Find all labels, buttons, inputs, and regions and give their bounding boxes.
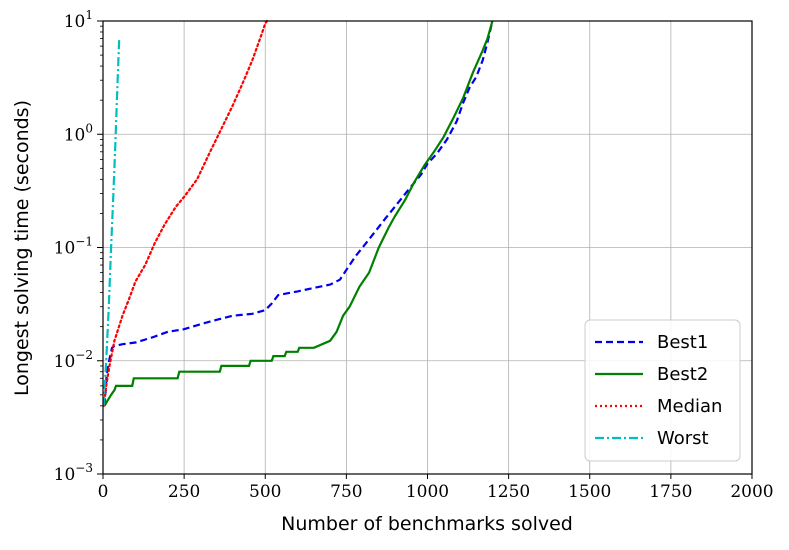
- y-ticks: 10−3 10−2 10−1 100 101: [54, 8, 103, 485]
- y-tick-label: 10−1: [54, 235, 93, 259]
- x-tick-label: 1750: [649, 482, 692, 502]
- x-ticks: 0 250 500 750 1000 1250 1500 1750 2000: [98, 474, 774, 502]
- series-line-best1: [103, 20, 494, 406]
- x-tick-label: 1000: [406, 482, 449, 502]
- series-line-best2: [103, 20, 494, 407]
- legend-label-worst: Worst: [657, 428, 709, 449]
- legend-label-median: Median: [657, 396, 722, 417]
- x-tick-label: 500: [249, 482, 281, 502]
- x-tick-label: 250: [168, 482, 200, 502]
- x-tick-label: 1500: [568, 482, 611, 502]
- y-tick-label: 10−2: [54, 348, 93, 372]
- x-axis-label: Number of benchmarks solved: [281, 513, 573, 535]
- y-tick-label: 10−3: [54, 461, 93, 485]
- x-tick-label: 750: [330, 482, 362, 502]
- legend-label-best2: Best2: [657, 364, 708, 385]
- x-tick-label: 0: [98, 482, 109, 502]
- legend-box: [584, 319, 741, 462]
- legend-label-best1: Best1: [657, 332, 708, 353]
- series-line-median: [102, 19, 268, 407]
- plot-lines: [102, 19, 494, 407]
- x-tick-label: 1250: [487, 482, 530, 502]
- y-axis-label: Longest solving time (seconds): [11, 100, 33, 396]
- legend: Best1 Best2 Median Worst: [584, 319, 741, 462]
- series-line-worst: [102, 38, 121, 406]
- y-tick-label: 100: [64, 121, 93, 145]
- y-tick-label: 101: [64, 8, 93, 32]
- x-tick-label: 2000: [730, 482, 773, 502]
